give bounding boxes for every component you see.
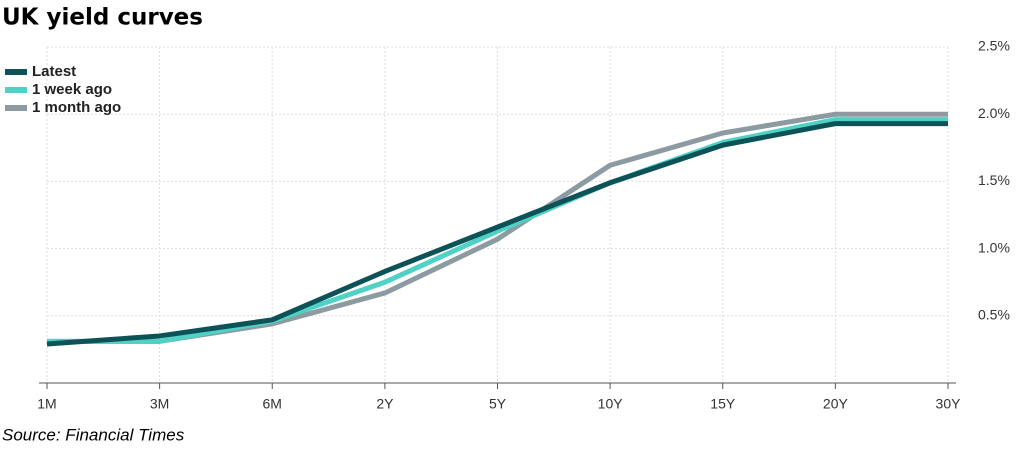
series-line: [46, 121, 948, 347]
source: Source: Financial Times: [2, 425, 185, 444]
y-tick-label: 0.5%: [978, 307, 1010, 323]
x-tick-label: 6M: [263, 396, 282, 412]
x-tick-label: 10Y: [598, 396, 624, 412]
x-tick-label: 2Y: [376, 396, 394, 412]
x-tick-label: 20Y: [823, 396, 849, 412]
series-line: [47, 117, 948, 344]
x-tick-label: 3M: [150, 396, 169, 412]
x-tick-label: 30Y: [936, 396, 962, 412]
y-tick-label: 2.5%: [978, 38, 1010, 54]
x-tick-label: 5Y: [489, 396, 507, 412]
chart-title: UK yield curves: [2, 5, 203, 31]
legend-label: 1 week ago: [32, 81, 112, 98]
legend-label: Latest: [32, 63, 76, 80]
legend-label: 1 month ago: [32, 99, 121, 116]
y-tick-label: 1.0%: [978, 239, 1010, 255]
y-tick-label: 2.0%: [978, 105, 1010, 121]
x-tick-label: 15Y: [710, 396, 736, 412]
x-tick-label: 1M: [37, 396, 56, 412]
y-tick-label: 1.5%: [978, 172, 1010, 188]
